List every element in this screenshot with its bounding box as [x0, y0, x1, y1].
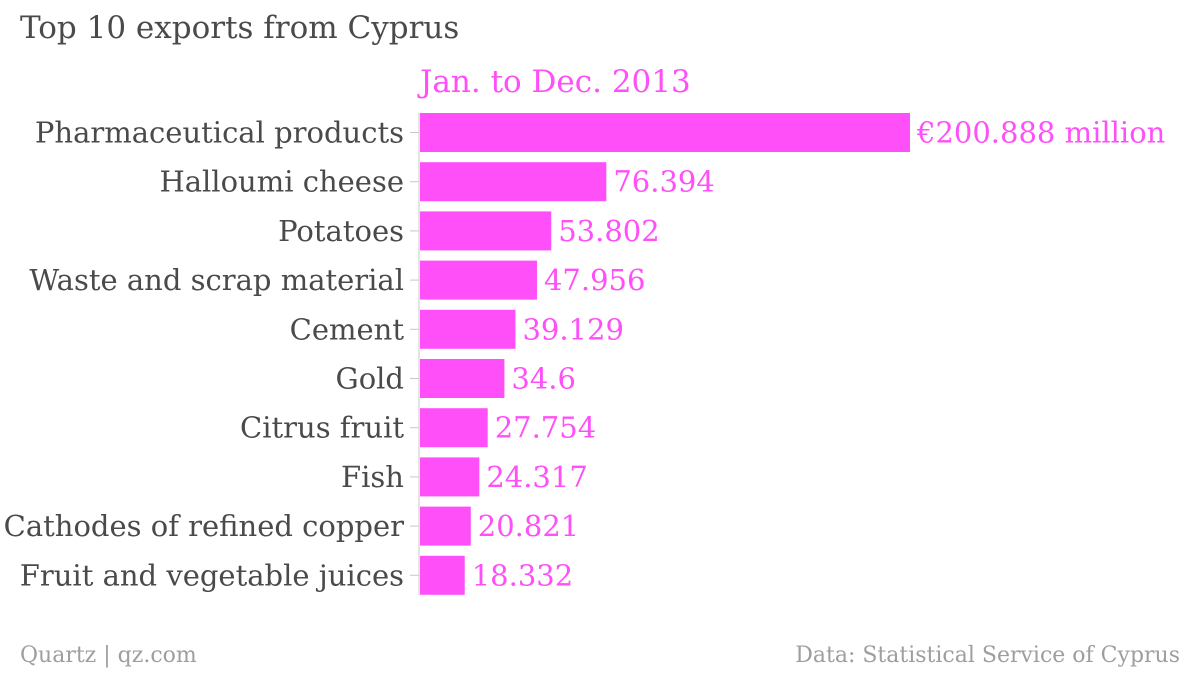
- bar: [420, 506, 471, 546]
- bar: [420, 211, 552, 251]
- value-label: 20.821: [478, 509, 579, 543]
- series-label: Jan. to Dec. 2013: [417, 64, 691, 100]
- value-label: 39.129: [522, 312, 623, 346]
- category-label: Gold: [336, 362, 404, 396]
- footer-credit: Quartz | qz.com: [20, 643, 197, 668]
- category-label: Halloumi cheese: [159, 165, 404, 199]
- bar: [420, 309, 516, 349]
- value-label: 27.754: [495, 411, 596, 445]
- value-label: 18.332: [472, 558, 573, 592]
- bar: [420, 408, 488, 448]
- bar: [420, 359, 505, 398]
- category-label: Waste and scrap material: [29, 263, 404, 297]
- bar: [420, 457, 480, 497]
- value-label: 76.394: [613, 165, 714, 199]
- value-label: 34.6: [511, 362, 576, 396]
- footer-source: Data: Statistical Service of Cyprus: [795, 643, 1180, 668]
- value-label: 53.802: [558, 214, 659, 248]
- category-label: Fruit and vegetable juices: [20, 558, 404, 592]
- bar: [420, 555, 465, 595]
- bar: [420, 162, 607, 202]
- value-label: 47.956: [544, 263, 645, 297]
- category-label: Fish: [341, 460, 404, 494]
- chart-title: Top 10 exports from Cyprus: [20, 10, 460, 46]
- value-label: €200.888 million: [916, 116, 1165, 150]
- category-label: Cement: [290, 312, 405, 346]
- bar: [420, 113, 910, 152]
- category-label: Citrus fruit: [240, 411, 404, 445]
- category-label: Potatoes: [278, 214, 404, 248]
- bar: [420, 260, 537, 300]
- category-label: Cathodes of refined copper: [4, 509, 404, 543]
- category-label: Pharmaceutical products: [35, 116, 404, 150]
- value-label: 24.317: [486, 460, 587, 494]
